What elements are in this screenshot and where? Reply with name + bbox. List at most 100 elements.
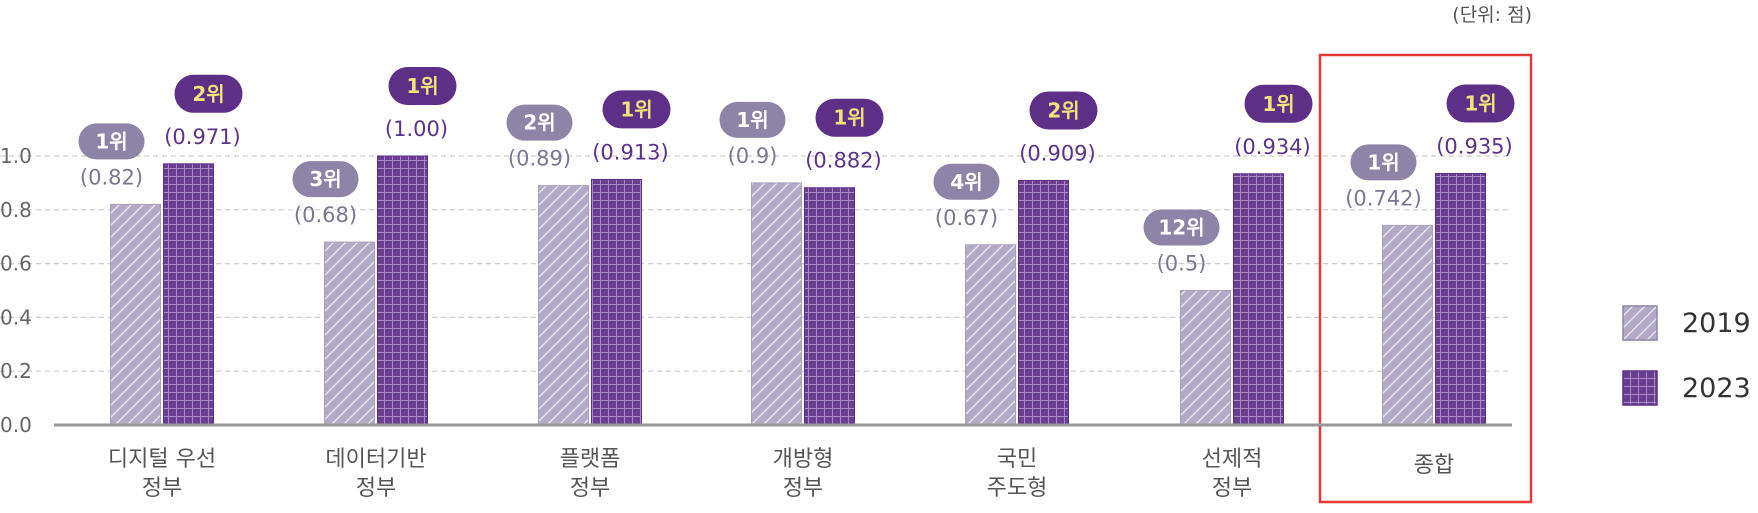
- value-label-2019: (0.68): [294, 203, 357, 227]
- bars-layer: [110, 155, 1486, 426]
- value-label-2023: (0.971): [164, 125, 241, 149]
- rank-badge-2019-bg: [933, 163, 1000, 200]
- rank-badge-2023-text: 1위: [1464, 91, 1496, 115]
- rank-badge-2019-bg: [506, 104, 573, 141]
- value-label-2023: (0.934): [1234, 135, 1311, 159]
- bar-2019: [1382, 224, 1433, 426]
- rank-badge-2019-bg: [1350, 144, 1417, 181]
- value-label-2019: (0.67): [935, 206, 998, 230]
- rank-badge-2019: 1위: [719, 101, 786, 138]
- bar-2019: [110, 203, 161, 426]
- rank-badge-2023: 1위: [815, 98, 884, 137]
- value-label-2023: (0.913): [592, 140, 669, 164]
- bar-2019: [751, 182, 802, 426]
- bar-2023: [377, 155, 428, 426]
- category-label: 플랫폼: [560, 447, 621, 472]
- labels-layer: (0.82) 1위 (0.971) 2위 (0.68) 3위 (1.00) 1위 (0.89) 2…: [78, 53, 1533, 504]
- y-tick-label: 0.0: [0, 413, 32, 437]
- y-tick-label: 0.2: [0, 359, 32, 383]
- legend: 2019 2023: [1622, 305, 1751, 435]
- category-label: 선제적: [1202, 447, 1263, 472]
- bar-2019: [324, 241, 375, 426]
- rank-badge-2019: 12위: [1143, 209, 1220, 246]
- y-tick-label: 0.8: [0, 198, 32, 222]
- bar-2023: [1435, 172, 1486, 426]
- value-label-2019: (0.9): [728, 144, 778, 168]
- legend-item-2023: 2023: [1622, 370, 1751, 406]
- rank-badge-2023-bg: [174, 74, 243, 113]
- legend-item-2019: 2019: [1622, 305, 1751, 341]
- rank-badge-2023: 2위: [1029, 91, 1098, 130]
- rank-badge-2019: 2위: [506, 104, 573, 141]
- y-tick-label: 1.0: [0, 144, 32, 168]
- rank-badge-2019-text: 3위: [309, 167, 341, 191]
- category-label: 정부: [1212, 476, 1252, 501]
- y-tick-label: 0.4: [0, 305, 32, 329]
- rank-badge-2019: 4위: [933, 163, 1000, 200]
- bar-2019: [538, 185, 589, 426]
- value-label-2023: (0.882): [805, 149, 882, 173]
- rank-badge-2023: 1위: [388, 67, 457, 105]
- value-label-2023: (1.00): [385, 117, 448, 141]
- bar-2023: [1233, 173, 1284, 426]
- rank-badge-2023-bg: [1029, 91, 1098, 130]
- rank-badge-2019-text: 1위: [736, 108, 768, 132]
- rank-badge-2019-text: 12위: [1158, 216, 1204, 240]
- rank-badge-2019: 1위: [1350, 144, 1417, 181]
- rank-badge-2023-text: 1위: [833, 106, 865, 130]
- rank-badge-2023-bg: [388, 67, 457, 105]
- bar-2023: [804, 187, 855, 426]
- category-label: 국민: [997, 447, 1037, 472]
- legend-swatch-2019: [1622, 305, 1658, 341]
- rank-badge-2023-bg: [602, 90, 671, 129]
- rank-badge-2023-text: 2위: [192, 82, 224, 106]
- legend-label-2023: 2023: [1682, 372, 1751, 404]
- y-tick-label: 0.6: [0, 252, 32, 276]
- bar-2023: [1018, 179, 1069, 426]
- rank-badge-2019-bg: [1143, 209, 1220, 246]
- rank-badge-2023-bg: [1446, 84, 1515, 123]
- bar-chart: (0.82) 1위 (0.971) 2위 (0.68) 3위 (1.00) 1위 (0.89) 2…: [0, 53, 1533, 504]
- rank-badge-2019-text: 4위: [950, 170, 982, 194]
- rank-badge-2019-bg: [292, 161, 359, 198]
- bar-2019: [965, 244, 1016, 426]
- value-label-2019: (0.82): [80, 165, 143, 189]
- rank-badge-2023: 2위: [174, 74, 243, 113]
- category-label: 정부: [356, 476, 396, 501]
- bar-2019: [1180, 290, 1231, 426]
- category-label: 정부: [570, 476, 610, 501]
- legend-label-2019: 2019: [1682, 307, 1751, 339]
- rank-badge-2023-text: 1위: [1262, 92, 1294, 116]
- bar-2023: [591, 178, 642, 426]
- bar-2023: [163, 163, 214, 426]
- rank-badge-2023-text: 2위: [1047, 98, 1079, 122]
- value-label-2023: (0.935): [1436, 134, 1513, 158]
- rank-badge-2023-bg: [1244, 84, 1313, 123]
- legend-swatch-2023: [1622, 370, 1658, 406]
- rank-badge-2023-bg: [815, 98, 884, 137]
- rank-badge-2019: 1위: [78, 123, 145, 160]
- rank-badge-2019: 3위: [292, 161, 359, 198]
- value-label-2019: (0.5): [1157, 252, 1207, 276]
- value-label-2019: (0.742): [1345, 186, 1422, 210]
- rank-badge-2023-text: 1위: [620, 97, 652, 121]
- highlight-box-total: [1318, 53, 1533, 504]
- category-label: 주도형: [987, 476, 1048, 501]
- category-label: 데이터기반: [325, 447, 426, 472]
- rank-badge-2023: 1위: [1446, 84, 1515, 123]
- category-label: 정부: [142, 476, 182, 501]
- rank-badge-2019-bg: [719, 101, 786, 138]
- category-label: 종합: [1414, 453, 1454, 478]
- category-label: 정부: [783, 476, 823, 501]
- rank-badge-2019-text: 2위: [523, 111, 555, 135]
- rank-badge-2023: 1위: [1244, 84, 1313, 123]
- rank-badge-2019-text: 1위: [1367, 150, 1399, 174]
- rank-badge-2023-text: 1위: [406, 74, 438, 98]
- rank-badge-2023: 1위: [602, 90, 671, 129]
- rank-badge-2019-text: 1위: [95, 129, 127, 153]
- category-label: 디지털 우선: [108, 447, 216, 472]
- value-label-2019: (0.89): [508, 147, 571, 171]
- value-label-2023: (0.909): [1019, 141, 1096, 165]
- category-label: 개방형: [773, 447, 834, 472]
- unit-label: (단위: 점): [1452, 4, 1532, 26]
